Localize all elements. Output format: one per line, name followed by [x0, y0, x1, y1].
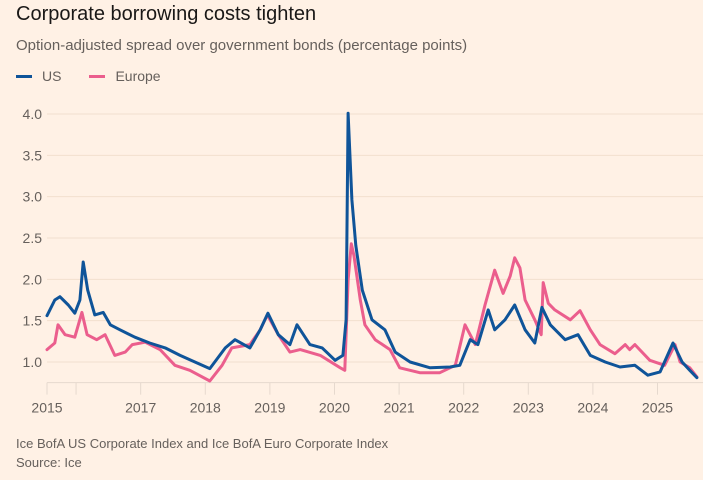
x-tick-label: 2025 [642, 400, 673, 416]
legend-item-europe: Europe [89, 68, 161, 84]
y-tick-label: 4.0 [23, 106, 43, 122]
y-tick-label: 1.0 [23, 354, 43, 370]
chart-title: Corporate borrowing costs tighten [16, 3, 317, 25]
y-tick-label: 2.5 [23, 230, 43, 246]
y-tick-label: 2.0 [23, 271, 43, 287]
x-tick-label: 2024 [577, 400, 608, 416]
x-tick-label: 2019 [254, 400, 285, 416]
x-tick-label: 2018 [190, 400, 221, 416]
x-tick-label: 2015 [31, 400, 62, 416]
source-note: Source: Ice [16, 455, 82, 470]
x-tick-label: 2021 [384, 400, 415, 416]
y-tick-label: 3.5 [23, 147, 43, 163]
legend: US Europe [16, 68, 161, 84]
y-tick-label: 1.5 [23, 313, 43, 329]
legend-label-us: US [42, 68, 62, 84]
x-tick-label: 2022 [448, 400, 479, 416]
y-tick-label: 3.0 [23, 189, 43, 205]
legend-swatch-europe [89, 74, 106, 78]
x-tick-label: 2020 [319, 400, 350, 416]
legend-label-europe: Europe [115, 68, 161, 84]
series-line-us [45, 111, 699, 380]
legend-swatch-us [16, 74, 32, 78]
x-tick-label: 2017 [125, 400, 156, 416]
chart-subtitle: Option-adjusted spread over government b… [16, 37, 468, 54]
legend-item-us: US [16, 68, 61, 84]
x-tick-label: 2023 [513, 400, 544, 416]
footnote: Ice BofA US Corporate Index and Ice BofA… [16, 436, 389, 451]
series-line-europe [45, 242, 699, 383]
